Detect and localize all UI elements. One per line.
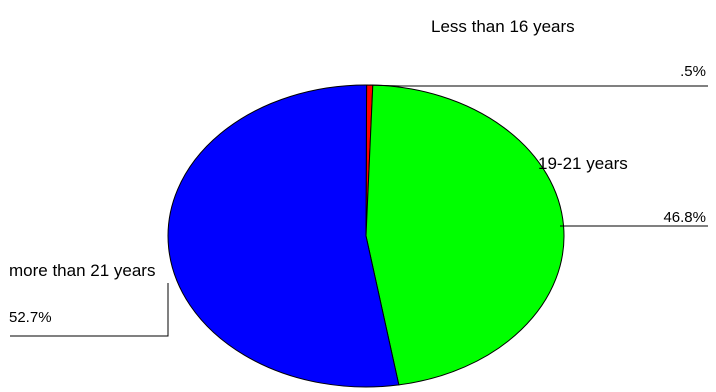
- leader-lines: [10, 84, 708, 337]
- slice-value-19-21: 46.8%: [663, 209, 706, 226]
- pie-slice-19-21: [365, 84, 565, 386]
- pie-slices: [167, 84, 565, 388]
- slice-value-less-than-16: .5%: [680, 63, 706, 80]
- slice-value-more-than-21: 52.7%: [9, 309, 52, 326]
- slice-label-less-than-16: Less than 16 years: [431, 17, 575, 36]
- pie-slice-more-than-21: [167, 84, 400, 388]
- leader-line-less-than-16: [369, 84, 708, 87]
- slice-label-more-than-21: more than 21 years: [9, 261, 155, 280]
- leader-line-more-than-21: [10, 283, 169, 337]
- slice-label-19-21: 19-21 years: [538, 154, 628, 173]
